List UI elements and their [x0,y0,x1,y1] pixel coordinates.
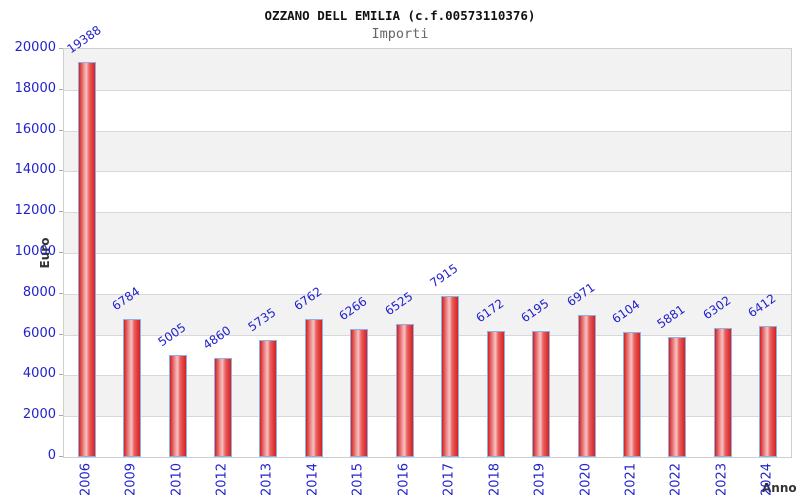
plot-band [64,253,791,294]
bar-2024 [759,326,778,457]
y-tick-label: 4000 [22,366,56,382]
y-tick-mark [59,333,63,335]
gridline [64,89,791,91]
x-tick-label: 2021 [623,462,639,497]
gridline [64,334,791,336]
y-tick-label: 6000 [22,325,56,341]
bar-2018 [486,331,505,457]
x-tick-label: 2014 [305,462,321,497]
y-tick-mark [59,415,63,417]
x-tick-label: 2015 [350,462,366,497]
bar-2015 [350,329,369,457]
chart-subtitle: Importi [371,26,429,42]
bar-2014 [304,319,323,457]
y-tick-label: 20000 [14,40,56,55]
x-tick-label: 2023 [714,462,730,497]
x-tick-label: 2019 [532,462,548,497]
plot-area: 19388 6784 5005 4860 5735 6762 6266 6525 7915 617… [63,22,792,458]
y-tick-mark [59,170,63,172]
x-tick-label: 2017 [441,462,457,497]
plot-band [64,293,791,335]
x-tick-label: 2009 [123,462,139,497]
y-tick-mark [59,252,63,253]
y-tick-mark [59,129,63,131]
x-tick-label: 2016 [396,462,412,497]
chart-title: OZZANO DELL EMILIA (c.f.00573110376) [264,8,536,23]
gridline [64,253,791,254]
y-tick-label: 18000 [14,80,56,96]
plot-band [64,89,791,131]
gridline [64,130,791,132]
y-tick-mark [59,374,63,376]
bar-2009 [123,318,142,457]
y-tick-label: 12000 [14,203,56,219]
gridline [64,293,791,295]
bar-2020 [577,314,596,457]
bar-2012 [214,357,233,457]
bar-2019 [532,330,551,457]
y-tick-mark [59,211,63,213]
y-tick-label: 10000 [14,244,56,259]
bar-2016 [395,323,414,457]
x-tick-label: 2018 [487,462,503,497]
y-tick-label: 8000 [22,284,56,300]
bar-2023 [713,328,732,457]
plot-band [64,212,791,253]
y-tick-label: 14000 [14,162,56,178]
plot-band [64,49,791,90]
y-tick-mark [59,456,63,457]
bar-2022 [668,337,687,457]
x-tick-label: 2012 [214,462,230,497]
plot-band [64,171,791,213]
x-tick-label: 2024 [759,462,775,497]
bar-2021 [622,332,641,457]
gridline [64,171,791,173]
plot-band [64,130,791,172]
x-tick-label: 2006 [78,462,94,497]
y-tick-label: 16000 [14,121,56,137]
bar-2013 [259,340,278,457]
y-tick-mark [59,292,63,294]
x-axis-title: Anno [762,481,797,495]
gridline [64,416,791,418]
bar-2017 [441,295,460,457]
y-tick-mark [59,48,63,49]
bar-2006 [77,61,96,457]
y-tick-mark [59,88,63,90]
x-tick-label: 2010 [169,462,185,497]
x-tick-label: 2022 [668,462,684,497]
gridline [64,375,791,377]
x-tick-label: 2013 [259,462,275,497]
y-tick-label: 2000 [22,407,56,423]
bar-2010 [168,354,187,457]
x-tick-label: 2020 [578,462,594,497]
gridline [64,212,791,214]
y-tick-label: 0 [47,448,56,463]
